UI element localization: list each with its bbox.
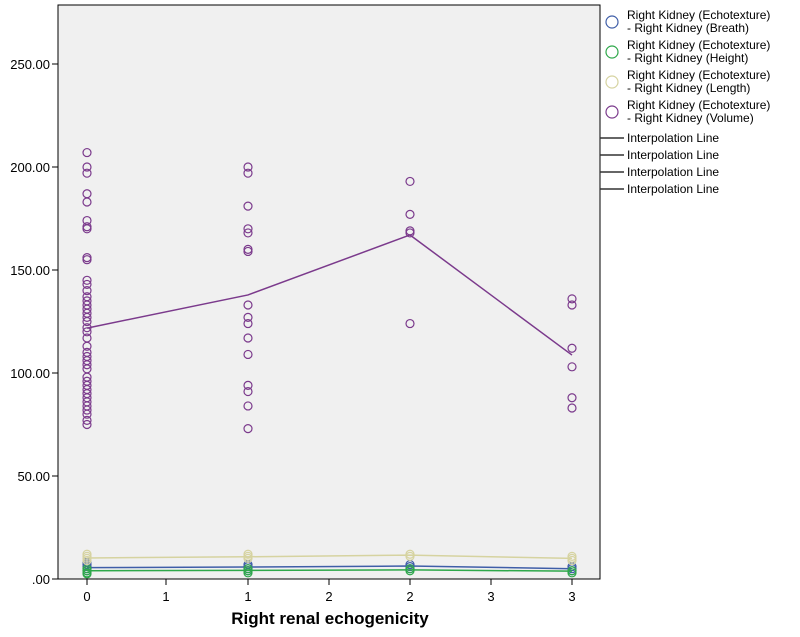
data-point — [405, 549, 415, 559]
data-point — [567, 300, 577, 310]
data-point — [82, 162, 92, 172]
y-tick-label: 200.00 — [10, 160, 50, 175]
data-point — [567, 551, 577, 561]
interpolation-line — [86, 569, 573, 572]
y-tick-label: 50.00 — [17, 469, 50, 484]
x-tick-label: 1 — [162, 589, 169, 604]
data-point — [405, 318, 415, 329]
data-point — [567, 403, 577, 413]
interpolation-line — [86, 565, 573, 570]
legend-label: Right Kidney (Echotexture) — [627, 68, 770, 82]
data-point — [567, 566, 577, 576]
data-point — [82, 341, 92, 351]
data-point — [82, 279, 92, 290]
x-axis-label: Right renal echogenicity — [231, 609, 429, 628]
legend-marker-icon — [605, 45, 619, 59]
data-point — [243, 424, 253, 434]
data-point — [405, 176, 415, 187]
data-point — [82, 316, 92, 327]
data-point — [82, 275, 92, 285]
legend-label: Interpolation Line — [627, 182, 719, 196]
x-tick-label: 2 — [325, 589, 332, 604]
data-point — [82, 168, 92, 178]
legend-label: Interpolation Line — [627, 131, 719, 145]
x-tick-label: 1 — [244, 589, 251, 604]
data-point — [82, 327, 92, 337]
legend-label: - Right Kidney (Height) — [627, 51, 748, 65]
x-axis: 0 1 1 2 2 3 3 — [83, 579, 576, 604]
data-point — [405, 228, 415, 238]
y-tick-label: 100.00 — [10, 366, 50, 381]
legend-marker-icon — [605, 105, 619, 119]
data-point — [243, 312, 253, 322]
interpolation-line — [86, 554, 573, 560]
data-point — [243, 168, 253, 178]
data-point — [243, 162, 253, 172]
legend-label: - Right Kidney (Length) — [627, 81, 750, 95]
data-point — [567, 294, 577, 304]
data-point — [82, 415, 92, 425]
data-point — [243, 380, 253, 390]
data-point — [243, 201, 253, 211]
data-point — [82, 312, 92, 322]
data-point — [405, 564, 415, 574]
data-point — [243, 349, 253, 360]
data-point — [82, 409, 92, 419]
legend-label: Interpolation Line — [627, 165, 719, 179]
data-point — [82, 549, 92, 559]
data-point — [82, 286, 92, 296]
x-tick-label: 2 — [406, 589, 413, 604]
data-point — [243, 386, 253, 397]
data-point — [567, 362, 577, 372]
legend-label: Right Kidney (Echotexture) — [627, 98, 770, 112]
data-point — [405, 209, 415, 219]
y-tick-label: .00 — [32, 572, 50, 587]
data-point — [82, 197, 92, 207]
data-point — [243, 401, 253, 411]
data-point — [243, 246, 253, 257]
legend-label: Right Kidney (Echotexture) — [627, 38, 770, 52]
legend-marker-icon — [605, 15, 619, 29]
x-tick-label: 3 — [568, 589, 575, 604]
data-point — [243, 318, 253, 329]
legend-label: - Right Kidney (Volume) — [627, 111, 754, 125]
series-marks — [82, 147, 577, 579]
y-tick-label: 150.00 — [10, 263, 50, 278]
data-point — [243, 333, 253, 343]
legend-marker-icon — [605, 75, 619, 89]
data-point — [82, 419, 92, 430]
data-point — [243, 224, 253, 234]
data-point — [567, 343, 577, 353]
data-point — [82, 360, 92, 370]
data-point — [567, 393, 577, 403]
data-point — [243, 228, 253, 238]
data-point — [243, 564, 253, 574]
data-point — [243, 549, 253, 559]
y-tick-label: 250.00 — [10, 57, 50, 72]
x-tick-label: 3 — [487, 589, 494, 604]
legend-label: Right Kidney (Echotexture) — [627, 8, 770, 22]
data-point — [82, 224, 92, 234]
data-point — [243, 300, 253, 310]
interpolation-line — [86, 234, 573, 356]
legend: Right Kidney (Echotexture)- Right Kidney… — [599, 5, 770, 200]
data-point — [82, 405, 92, 415]
plot-area — [57, 4, 601, 580]
data-point — [82, 147, 92, 158]
data-point — [82, 255, 92, 265]
legend-label: Interpolation Line — [627, 148, 719, 162]
data-point — [82, 323, 92, 333]
legend-label: - Right Kidney (Breath) — [627, 21, 749, 35]
x-tick-label: 0 — [83, 589, 90, 604]
y-axis: .00 50.00 100.00 150.00 200.00 250.00 — [10, 57, 58, 587]
